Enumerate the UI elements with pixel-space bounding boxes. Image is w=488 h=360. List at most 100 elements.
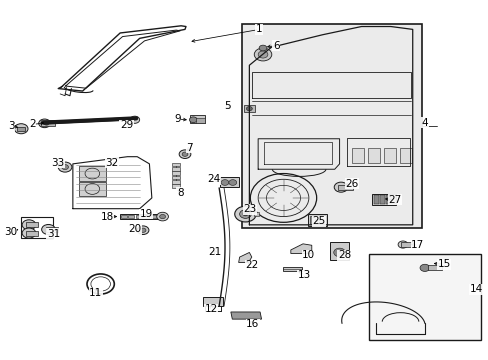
Bar	[45, 227, 58, 232]
Circle shape	[137, 226, 149, 234]
Circle shape	[234, 206, 256, 222]
Text: 25: 25	[311, 216, 325, 226]
Circle shape	[221, 180, 228, 185]
Bar	[373, 195, 378, 204]
Circle shape	[157, 212, 168, 221]
Bar	[329, 242, 348, 260]
Circle shape	[39, 119, 50, 128]
Text: 27: 27	[387, 195, 401, 205]
Circle shape	[189, 117, 197, 123]
Bar	[172, 171, 180, 175]
Text: 4: 4	[421, 118, 427, 128]
Bar	[26, 230, 38, 235]
Bar	[400, 242, 412, 247]
Text: 29: 29	[120, 121, 133, 130]
Bar	[427, 265, 442, 270]
Bar	[386, 195, 390, 204]
Text: 8: 8	[177, 188, 183, 198]
Text: 30: 30	[4, 227, 17, 237]
Bar	[151, 215, 157, 218]
Polygon shape	[282, 267, 302, 271]
Bar	[195, 118, 204, 123]
Bar	[309, 216, 314, 225]
Circle shape	[58, 162, 72, 172]
Text: 21: 21	[208, 247, 222, 257]
Text: 15: 15	[437, 259, 450, 269]
Text: 22: 22	[244, 260, 258, 270]
Text: 2: 2	[29, 120, 36, 129]
Circle shape	[130, 116, 140, 123]
Circle shape	[179, 150, 190, 158]
Bar	[399, 148, 411, 163]
Text: 1: 1	[255, 24, 262, 35]
Bar	[368, 253, 480, 339]
Circle shape	[397, 241, 407, 248]
Circle shape	[239, 210, 251, 219]
Bar	[79, 182, 105, 196]
Circle shape	[333, 248, 345, 257]
Circle shape	[41, 225, 55, 234]
Text: 11: 11	[89, 288, 102, 298]
Bar	[172, 176, 180, 179]
Text: 32: 32	[105, 158, 118, 168]
Bar	[17, 127, 25, 131]
Text: 17: 17	[410, 240, 424, 250]
Text: 23: 23	[243, 204, 257, 215]
Bar	[21, 217, 53, 238]
Text: 5: 5	[224, 102, 230, 112]
Bar	[379, 195, 384, 204]
Circle shape	[259, 45, 266, 51]
Bar	[79, 166, 105, 181]
Text: 26: 26	[345, 179, 358, 189]
Circle shape	[419, 264, 429, 271]
Bar	[189, 116, 205, 123]
Circle shape	[22, 220, 36, 230]
Bar	[41, 121, 55, 126]
Bar	[337, 185, 352, 190]
Bar	[121, 215, 127, 218]
Text: 6: 6	[272, 41, 279, 50]
Bar	[136, 215, 142, 218]
Text: 14: 14	[468, 284, 482, 294]
Text: 9: 9	[174, 114, 181, 124]
Circle shape	[159, 215, 165, 219]
Polygon shape	[290, 244, 311, 253]
Bar	[172, 167, 180, 171]
Bar	[172, 180, 180, 184]
Circle shape	[140, 228, 146, 232]
Circle shape	[44, 122, 49, 125]
Text: 28: 28	[337, 250, 350, 260]
Circle shape	[22, 228, 36, 238]
Circle shape	[254, 48, 271, 61]
Circle shape	[243, 212, 247, 216]
Circle shape	[246, 107, 252, 111]
Bar	[383, 148, 395, 163]
Text: 20: 20	[128, 225, 141, 234]
Circle shape	[333, 182, 347, 192]
Bar	[371, 194, 395, 205]
Bar	[351, 148, 363, 163]
Bar	[390, 195, 395, 204]
Circle shape	[182, 152, 187, 156]
Polygon shape	[230, 312, 261, 319]
Text: 12: 12	[204, 304, 218, 314]
Bar	[316, 216, 321, 225]
Bar	[307, 215, 327, 226]
Text: 33: 33	[52, 158, 65, 168]
Polygon shape	[238, 252, 251, 262]
Bar	[244, 105, 255, 112]
Bar	[242, 24, 422, 228]
Circle shape	[14, 124, 28, 134]
Text: 13: 13	[297, 270, 310, 280]
Text: 16: 16	[245, 319, 259, 329]
Circle shape	[61, 165, 68, 170]
Text: 19: 19	[139, 209, 152, 219]
Bar	[128, 215, 134, 218]
Circle shape	[228, 180, 236, 185]
Bar	[172, 163, 180, 166]
Bar	[143, 215, 149, 218]
Bar	[26, 222, 38, 227]
Text: 24: 24	[207, 174, 221, 184]
Bar	[203, 297, 222, 306]
Circle shape	[258, 51, 267, 58]
